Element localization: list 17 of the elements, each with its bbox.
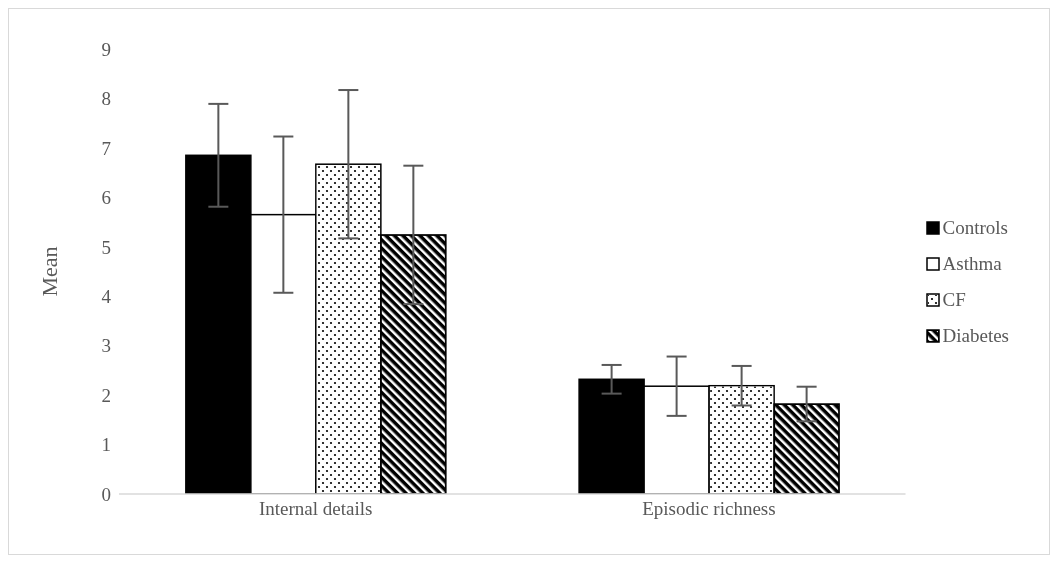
y-tick-label: 1 [101, 434, 111, 456]
y-tick-label: 6 [101, 187, 111, 209]
legend-label: Controls [942, 216, 1008, 239]
y-axis-title: Mean [36, 246, 62, 297]
y-tick-label: 8 [101, 88, 111, 110]
legend-label: CF [942, 288, 966, 311]
y-tick-label: 7 [101, 137, 111, 159]
y-tick-label: 2 [101, 384, 111, 406]
y-tick-label: 9 [101, 38, 111, 60]
y-tick-label: 0 [101, 483, 111, 505]
y-tick-label: 4 [101, 285, 112, 307]
y-tick-label: 5 [101, 236, 111, 258]
y-tick-label: 3 [101, 335, 111, 357]
legend-label: Diabetes [942, 324, 1009, 347]
legend-label: Asthma [942, 252, 1002, 275]
x-tick-label: Internal details [258, 498, 373, 520]
x-tick-label: Episodic richness [642, 498, 776, 520]
